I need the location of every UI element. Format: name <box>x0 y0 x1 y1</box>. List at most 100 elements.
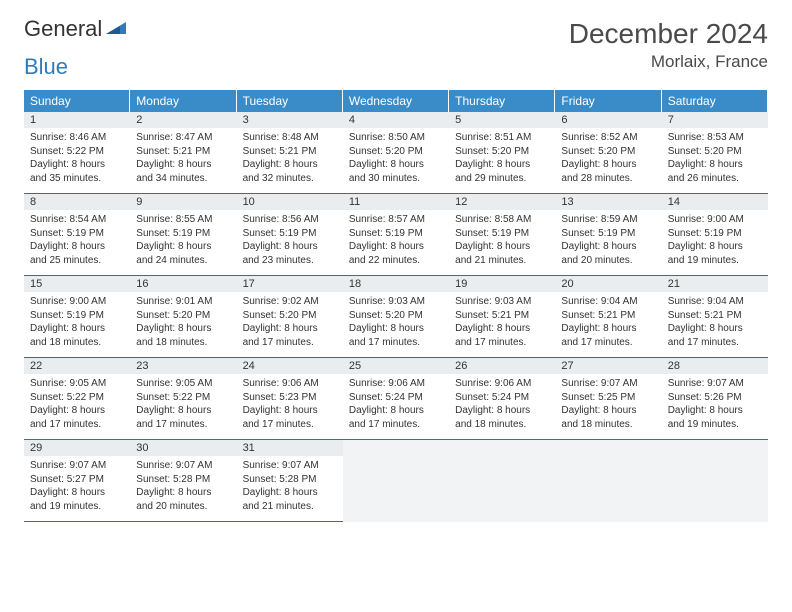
daylight-line: Daylight: 8 hours and 20 minutes. <box>561 240 655 267</box>
daylight-line: Daylight: 8 hours and 17 minutes. <box>349 404 443 431</box>
daylight-line: Daylight: 8 hours and 18 minutes. <box>561 404 655 431</box>
day-body: Sunrise: 9:07 AMSunset: 5:28 PMDaylight:… <box>237 456 343 519</box>
daylight-line: Daylight: 8 hours and 17 minutes. <box>561 322 655 349</box>
day-cell: 21Sunrise: 9:04 AMSunset: 5:21 PMDayligh… <box>662 276 768 358</box>
day-body: Sunrise: 9:05 AMSunset: 5:22 PMDaylight:… <box>24 374 130 437</box>
day-number: 24 <box>237 358 343 374</box>
day-body: Sunrise: 8:47 AMSunset: 5:21 PMDaylight:… <box>130 128 236 191</box>
month-title: December 2024 <box>569 18 768 50</box>
sunset-line: Sunset: 5:28 PM <box>136 473 230 487</box>
day-number: 7 <box>662 112 768 128</box>
day-body: Sunrise: 9:00 AMSunset: 5:19 PMDaylight:… <box>24 292 130 355</box>
day-cell: 22Sunrise: 9:05 AMSunset: 5:22 PMDayligh… <box>24 358 130 440</box>
day-body: Sunrise: 8:48 AMSunset: 5:21 PMDaylight:… <box>237 128 343 191</box>
sunset-line: Sunset: 5:22 PM <box>136 391 230 405</box>
sunrise-line: Sunrise: 9:06 AM <box>349 377 443 391</box>
sunset-line: Sunset: 5:20 PM <box>349 145 443 159</box>
sunset-line: Sunset: 5:21 PM <box>561 309 655 323</box>
daylight-line: Daylight: 8 hours and 28 minutes. <box>561 158 655 185</box>
sunset-line: Sunset: 5:24 PM <box>455 391 549 405</box>
day-number: 11 <box>343 194 449 210</box>
sunrise-line: Sunrise: 8:58 AM <box>455 213 549 227</box>
day-number: 30 <box>130 440 236 456</box>
day-number: 5 <box>449 112 555 128</box>
sunrise-line: Sunrise: 9:05 AM <box>136 377 230 391</box>
daylight-line: Daylight: 8 hours and 26 minutes. <box>668 158 762 185</box>
day-number: 3 <box>237 112 343 128</box>
location: Morlaix, France <box>569 52 768 72</box>
daylight-line: Daylight: 8 hours and 21 minutes. <box>243 486 337 513</box>
day-body: Sunrise: 8:57 AMSunset: 5:19 PMDaylight:… <box>343 210 449 273</box>
sunrise-line: Sunrise: 8:47 AM <box>136 131 230 145</box>
sunset-line: Sunset: 5:21 PM <box>668 309 762 323</box>
day-number: 1 <box>24 112 130 128</box>
daylight-line: Daylight: 8 hours and 18 minutes. <box>455 404 549 431</box>
day-body: Sunrise: 9:00 AMSunset: 5:19 PMDaylight:… <box>662 210 768 273</box>
day-body: Sunrise: 9:06 AMSunset: 5:24 PMDaylight:… <box>343 374 449 437</box>
sunrise-line: Sunrise: 8:55 AM <box>136 213 230 227</box>
sunrise-line: Sunrise: 8:57 AM <box>349 213 443 227</box>
day-body: Sunrise: 8:55 AMSunset: 5:19 PMDaylight:… <box>130 210 236 273</box>
sunrise-line: Sunrise: 9:07 AM <box>561 377 655 391</box>
sunset-line: Sunset: 5:22 PM <box>30 145 124 159</box>
sunrise-line: Sunrise: 9:00 AM <box>668 213 762 227</box>
day-cell: 9Sunrise: 8:55 AMSunset: 5:19 PMDaylight… <box>130 194 236 276</box>
day-body: Sunrise: 9:04 AMSunset: 5:21 PMDaylight:… <box>555 292 661 355</box>
dow-header: Saturday <box>662 90 768 112</box>
sunrise-line: Sunrise: 8:53 AM <box>668 131 762 145</box>
day-number: 13 <box>555 194 661 210</box>
day-body: Sunrise: 8:50 AMSunset: 5:20 PMDaylight:… <box>343 128 449 191</box>
daylight-line: Daylight: 8 hours and 18 minutes. <box>30 322 124 349</box>
day-body: Sunrise: 9:03 AMSunset: 5:21 PMDaylight:… <box>449 292 555 355</box>
day-cell: 5Sunrise: 8:51 AMSunset: 5:20 PMDaylight… <box>449 112 555 194</box>
sunrise-line: Sunrise: 9:04 AM <box>668 295 762 309</box>
sunrise-line: Sunrise: 8:52 AM <box>561 131 655 145</box>
day-cell: 10Sunrise: 8:56 AMSunset: 5:19 PMDayligh… <box>237 194 343 276</box>
day-number: 16 <box>130 276 236 292</box>
sunset-line: Sunset: 5:26 PM <box>668 391 762 405</box>
day-number: 26 <box>449 358 555 374</box>
sunset-line: Sunset: 5:19 PM <box>30 309 124 323</box>
sunset-line: Sunset: 5:20 PM <box>668 145 762 159</box>
day-body: Sunrise: 8:56 AMSunset: 5:19 PMDaylight:… <box>237 210 343 273</box>
day-cell: 26Sunrise: 9:06 AMSunset: 5:24 PMDayligh… <box>449 358 555 440</box>
daylight-line: Daylight: 8 hours and 19 minutes. <box>668 240 762 267</box>
sunset-line: Sunset: 5:22 PM <box>30 391 124 405</box>
day-cell: 1Sunrise: 8:46 AMSunset: 5:22 PMDaylight… <box>24 112 130 194</box>
day-number: 31 <box>237 440 343 456</box>
day-body: Sunrise: 9:07 AMSunset: 5:26 PMDaylight:… <box>662 374 768 437</box>
dow-header: Monday <box>130 90 236 112</box>
day-cell: 31Sunrise: 9:07 AMSunset: 5:28 PMDayligh… <box>237 440 343 522</box>
day-cell: 2Sunrise: 8:47 AMSunset: 5:21 PMDaylight… <box>130 112 236 194</box>
sunrise-line: Sunrise: 9:06 AM <box>243 377 337 391</box>
day-cell: 24Sunrise: 9:06 AMSunset: 5:23 PMDayligh… <box>237 358 343 440</box>
sunrise-line: Sunrise: 9:04 AM <box>561 295 655 309</box>
day-number: 14 <box>662 194 768 210</box>
day-number: 8 <box>24 194 130 210</box>
daylight-line: Daylight: 8 hours and 17 minutes. <box>136 404 230 431</box>
day-body: Sunrise: 8:51 AMSunset: 5:20 PMDaylight:… <box>449 128 555 191</box>
sunset-line: Sunset: 5:19 PM <box>136 227 230 241</box>
daylight-line: Daylight: 8 hours and 17 minutes. <box>455 322 549 349</box>
day-cell: 20Sunrise: 9:04 AMSunset: 5:21 PMDayligh… <box>555 276 661 358</box>
sunrise-line: Sunrise: 9:01 AM <box>136 295 230 309</box>
daylight-line: Daylight: 8 hours and 34 minutes. <box>136 158 230 185</box>
logo: General <box>24 18 126 40</box>
daylight-line: Daylight: 8 hours and 30 minutes. <box>349 158 443 185</box>
day-number: 15 <box>24 276 130 292</box>
sunrise-line: Sunrise: 9:02 AM <box>243 295 337 309</box>
sunset-line: Sunset: 5:23 PM <box>243 391 337 405</box>
day-number: 18 <box>343 276 449 292</box>
day-body: Sunrise: 9:07 AMSunset: 5:28 PMDaylight:… <box>130 456 236 519</box>
day-cell: 17Sunrise: 9:02 AMSunset: 5:20 PMDayligh… <box>237 276 343 358</box>
day-cell: 13Sunrise: 8:59 AMSunset: 5:19 PMDayligh… <box>555 194 661 276</box>
day-cell: 30Sunrise: 9:07 AMSunset: 5:28 PMDayligh… <box>130 440 236 522</box>
sunset-line: Sunset: 5:19 PM <box>349 227 443 241</box>
sunset-line: Sunset: 5:19 PM <box>668 227 762 241</box>
day-cell: 28Sunrise: 9:07 AMSunset: 5:26 PMDayligh… <box>662 358 768 440</box>
logo-text-blue: Blue <box>24 54 68 79</box>
dow-header: Wednesday <box>343 90 449 112</box>
sunrise-line: Sunrise: 9:07 AM <box>30 459 124 473</box>
day-body: Sunrise: 8:59 AMSunset: 5:19 PMDaylight:… <box>555 210 661 273</box>
daylight-line: Daylight: 8 hours and 24 minutes. <box>136 240 230 267</box>
